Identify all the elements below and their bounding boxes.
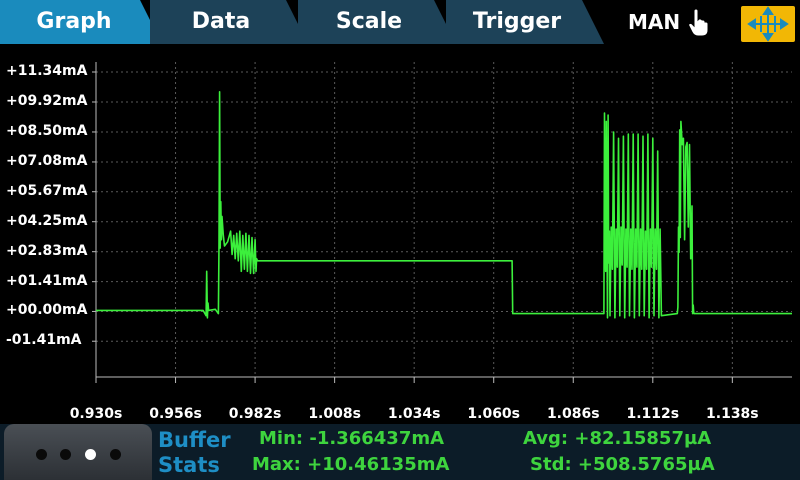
swipe-screen-handle[interactable] (4, 424, 152, 480)
y-tick-label: +05.67mA (6, 182, 88, 199)
tab-graph[interactable]: Graph (0, 0, 162, 44)
x-tick-label: 1.086s (546, 406, 600, 422)
tab-graph-shape (0, 0, 162, 44)
swipe-page-dot-1 (36, 449, 47, 460)
y-tick-label: +04.25mA (6, 212, 88, 229)
tab-data[interactable]: Data (146, 0, 308, 44)
x-tick-label: 0.956s (149, 406, 202, 422)
x-tick-label: 0.930s (69, 406, 123, 422)
y-tick-label: +07.08mA (6, 152, 88, 169)
stat-std: Std: +508.5765µA (530, 454, 715, 475)
y-tick-label: +11.34mA (6, 63, 88, 79)
buffer-stats-title-2: Stats (158, 453, 220, 477)
y-tick-label: +01.41mA (6, 272, 88, 289)
x-tick-label: 1.060s (467, 406, 521, 422)
tab-scale-shape (298, 0, 456, 44)
tab-data-label: Data (191, 9, 251, 34)
mode-label: MAN (628, 10, 681, 34)
x-tick-label: 1.034s (387, 406, 441, 422)
stat-max: Max: +10.46135mA (252, 454, 450, 475)
tab-scale[interactable]: Scale (294, 0, 456, 44)
y-tick-label: +08.50mA (6, 122, 88, 139)
current-trace-line (96, 90, 792, 319)
y-tick-label: -01.41mA (6, 332, 82, 349)
y-tick-label: +00.00mA (6, 302, 88, 319)
tab-bar: Graph Data Scale Trigger MAN (0, 0, 800, 44)
cursor-arrows-icon (747, 6, 789, 42)
y-tick-label: +09.92mA (6, 92, 88, 109)
cursor-mode-button[interactable] (741, 6, 795, 42)
manual-mode-button[interactable]: MAN (622, 0, 732, 44)
x-tick-label: 0.982s (228, 406, 282, 422)
tab-data-shape (150, 0, 308, 44)
swipe-page-dot-4 (110, 449, 121, 460)
stat-avg: Avg: +82.15857µA (523, 428, 712, 449)
tab-trigger[interactable]: Trigger (442, 0, 604, 44)
swipe-page-dot-2 (60, 449, 71, 460)
tab-trigger-label: Trigger (472, 9, 562, 34)
graph-area[interactable] (0, 44, 800, 424)
tab-trigger-shape (446, 0, 604, 44)
hand-pointer-icon (688, 9, 708, 37)
tab-graph-label: Graph (36, 9, 112, 34)
x-tick-label: 1.112s (626, 406, 680, 422)
y-tick-label: +02.83mA (6, 242, 88, 259)
stat-min: Min: -1.366437mA (259, 428, 445, 449)
tab-scale-label: Scale (335, 9, 403, 34)
swipe-page-dot-3 (85, 449, 96, 460)
buffer-stats-title-1: Buffer (158, 428, 231, 452)
x-tick-label: 1.008s (308, 406, 361, 422)
current-plot (92, 62, 792, 383)
x-tick-label: 1.138s (706, 406, 759, 422)
